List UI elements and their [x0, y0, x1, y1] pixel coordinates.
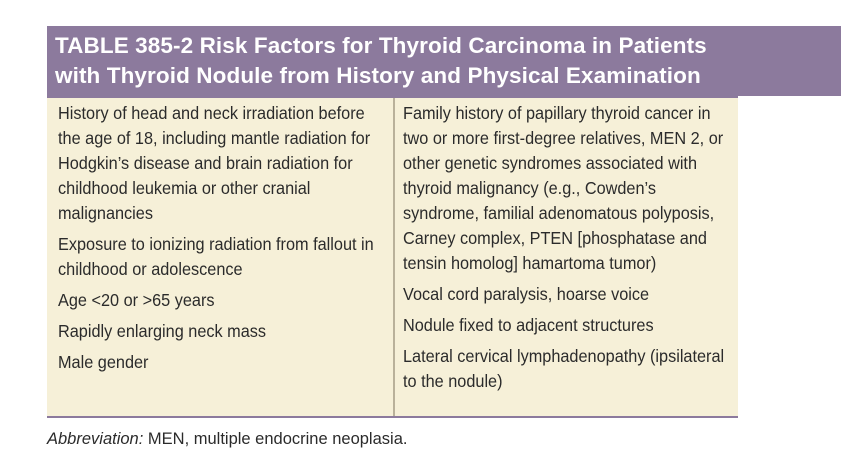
risk-factor-item: Age <20 or >65 years [58, 290, 215, 310]
table-footnote: Abbreviation: MEN, multiple endocrine ne… [47, 428, 407, 450]
left-column: History of head and neck irradiation bef… [47, 98, 393, 416]
table-body: History of head and neck irradiation bef… [47, 96, 738, 416]
risk-factor-item: Nodule fixed to adjacent structures [403, 315, 654, 335]
risk-factor-item: Rapidly enlarging neck mass [58, 321, 267, 341]
table-bottom-rule [47, 416, 738, 418]
risk-factor-item: Male gender [58, 352, 149, 372]
footnote-label: Abbreviation: [47, 430, 144, 448]
right-column: Family history of papillary thyroid canc… [395, 98, 738, 416]
risk-factor-item: Vocal cord paralysis, hoarse voice [403, 284, 650, 304]
risk-factor-item: Family history of papillary thyroid canc… [403, 103, 724, 273]
risk-factor-item: Lateral cervical lymphadenopathy (ipsila… [403, 346, 725, 391]
table-title: TABLE 385-2 Risk Factors for Thyroid Car… [55, 33, 707, 88]
risk-factor-item: Exposure to ionizing radiation from fall… [58, 234, 374, 279]
table-title-bar: TABLE 385-2 Risk Factors for Thyroid Car… [47, 26, 841, 96]
footnote-text: MEN, multiple endocrine neoplasia. [143, 430, 408, 448]
risk-factor-item: History of head and neck irradiation bef… [58, 103, 371, 223]
column-divider [393, 98, 395, 416]
